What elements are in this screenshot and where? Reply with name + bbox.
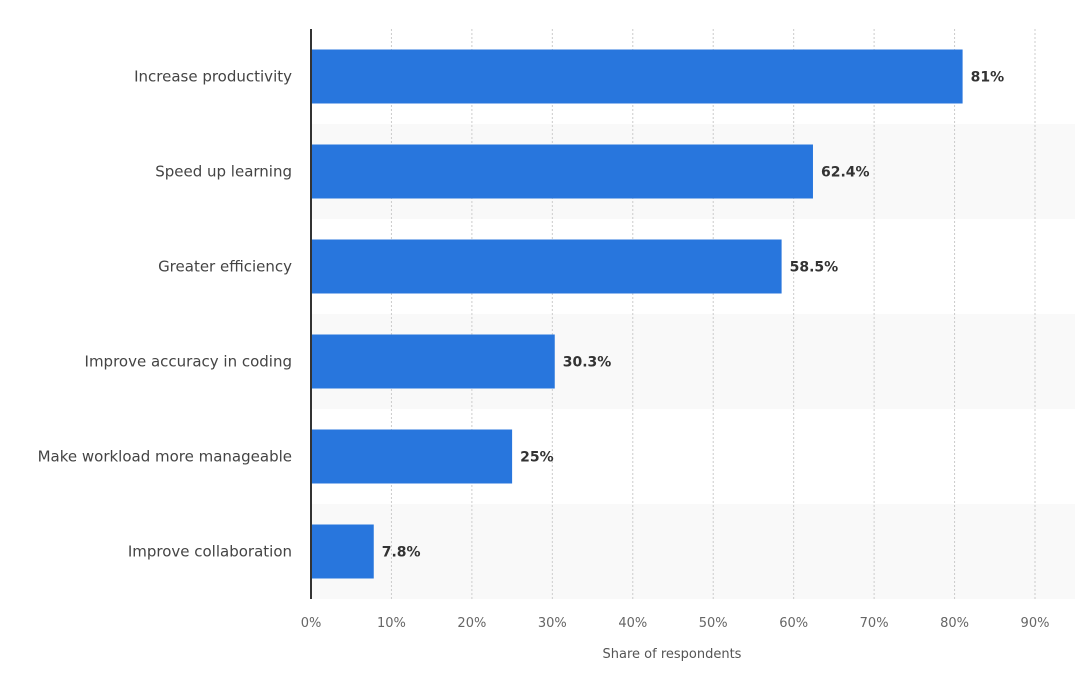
category-labels: Increase productivity Speed up learning Gr…	[38, 68, 293, 561]
category-label: Speed up learning	[155, 163, 292, 181]
category-label: Increase productivity	[134, 68, 292, 86]
value-label: 81%	[971, 70, 1005, 86]
x-tick-label: 70%	[860, 616, 889, 631]
x-tick-label: 30%	[538, 616, 567, 631]
x-tick-label: 20%	[457, 616, 486, 631]
category-label: Greater efficiency	[158, 258, 292, 276]
x-tick-label: 40%	[618, 616, 647, 631]
bar[interactable]	[311, 429, 513, 484]
bar[interactable]	[311, 334, 555, 389]
x-tick-label: 60%	[779, 616, 808, 631]
gridlines	[390, 29, 1036, 599]
bars	[311, 49, 963, 579]
row-stripes	[311, 124, 1075, 599]
value-label: 25%	[520, 450, 554, 466]
x-tick-labels: 0% 10% 20% 30% 40% 50% 60% 70% 80% 90%	[301, 616, 1050, 631]
category-label: Improve collaboration	[128, 543, 292, 561]
value-label: 58.5%	[790, 260, 839, 276]
category-label: Make workload more manageable	[38, 448, 292, 466]
x-tick-label: 0%	[301, 616, 322, 631]
value-label: 62.4%	[821, 165, 870, 181]
x-tick-label: 90%	[1021, 616, 1050, 631]
x-axis-title: Share of respondents	[603, 647, 742, 662]
row-stripe	[311, 504, 1075, 599]
bar[interactable]	[311, 144, 813, 199]
value-label: 30.3%	[563, 355, 612, 371]
x-tick-label: 10%	[377, 616, 406, 631]
x-tick-label: 80%	[940, 616, 969, 631]
bar[interactable]	[311, 239, 782, 294]
value-labels: 81% 62.4% 58.5% 30.3% 25% 7.8%	[382, 70, 1004, 561]
bar[interactable]	[311, 524, 374, 579]
bar[interactable]	[311, 49, 963, 104]
value-label: 7.8%	[382, 545, 421, 561]
x-tick-label: 50%	[699, 616, 728, 631]
category-label: Improve accuracy in coding	[85, 353, 292, 371]
